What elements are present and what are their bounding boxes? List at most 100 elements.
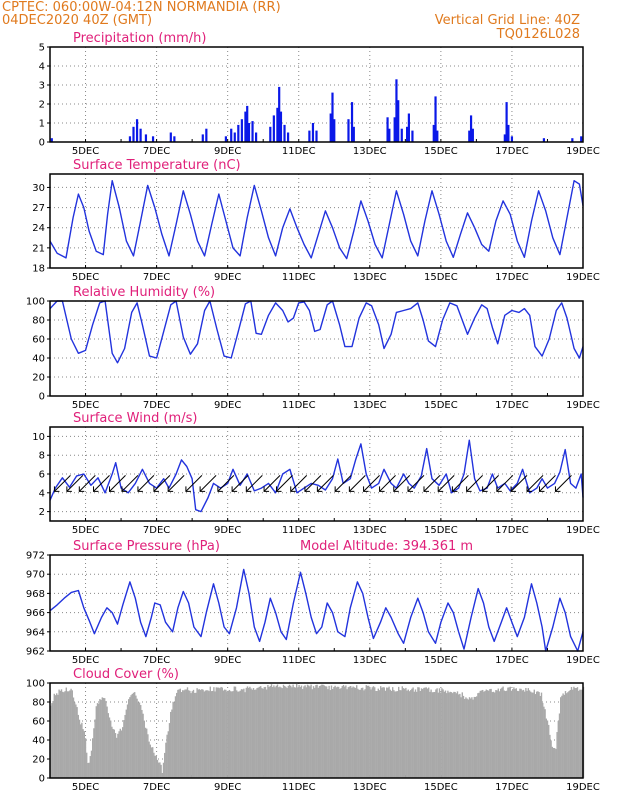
cloud-cover-bar: [226, 691, 228, 778]
precip-bar: [411, 130, 414, 142]
precip-bar: [276, 107, 279, 142]
cloud-cover-bar: [70, 688, 72, 778]
wind-arrow-shaft: [185, 475, 203, 492]
cloud-cover-bar: [299, 686, 301, 778]
precip-bar: [269, 126, 272, 142]
wind-arrow: [121, 475, 139, 492]
y-tick-label: 10: [32, 432, 45, 443]
cloud-cover-bar: [340, 688, 342, 778]
cloud-cover-bar: [146, 728, 148, 778]
wind-arrow-shaft: [276, 475, 293, 492]
panel-frame: [49, 426, 584, 522]
cloud-cover-bar: [550, 740, 552, 778]
precip-bar: [272, 115, 275, 142]
precip-bar: [169, 132, 172, 142]
cloud-cover-bar: [448, 692, 450, 778]
y-tick-label: 968: [26, 589, 45, 600]
cloud-cover-bar: [53, 693, 55, 778]
precip-bar: [350, 102, 354, 142]
wind-arrow-head: [199, 486, 206, 492]
cloud-cover-bar: [336, 686, 339, 778]
cloud-cover-bar: [437, 692, 439, 778]
x-tick-label: 7DEC: [143, 146, 170, 157]
cloud-cover-bar: [506, 690, 508, 778]
wind-arrow-head: [407, 486, 413, 492]
y-tick-label: 20: [32, 373, 45, 384]
wind-arrow-head: [93, 486, 99, 492]
wind-arrow-shaft: [54, 475, 71, 492]
precip-bar: [393, 117, 396, 142]
cloud-cover-bar: [485, 689, 487, 778]
precip-bar: [468, 130, 471, 142]
cloud-cover-bar: [537, 691, 539, 778]
cloud-cover-bar: [264, 686, 267, 778]
cloud-cover-bar: [104, 698, 106, 778]
wind-arrow-shaft: [167, 475, 185, 492]
cloud-cover-bar: [111, 726, 113, 778]
precip-bar: [279, 111, 283, 142]
cloud-cover-bar: [149, 744, 151, 778]
cloud-cover-bar: [552, 747, 555, 778]
cloud-cover-bar: [335, 687, 337, 778]
cloud-cover-bar: [467, 699, 469, 778]
cloud-cover-bar: [76, 707, 78, 778]
cloud-cover-bar: [63, 692, 65, 778]
wind-arrow-head: [231, 486, 238, 492]
wind-series-line: [49, 439, 584, 513]
cloud-cover-bar: [243, 688, 245, 778]
cloud-cover-bar: [189, 690, 191, 778]
wind-arrow: [290, 475, 308, 492]
cloud-cover-bar: [364, 689, 366, 778]
cloud-cover-bar: [184, 689, 186, 778]
cloud-cover-bar: [548, 724, 550, 778]
y-tick-label: 60: [32, 717, 45, 728]
y-tick-label: 30: [32, 183, 45, 194]
cloud-cover-bar: [472, 699, 474, 778]
cloud-cover-bar: [288, 684, 291, 778]
cloud-cover-bar: [304, 685, 306, 778]
cloud-cover-bar: [365, 685, 367, 778]
cloud-cover-bar: [177, 689, 179, 778]
x-tick-label: 15DEC: [424, 146, 458, 157]
cloud-cover-bar: [143, 720, 145, 778]
cloud-cover-bar: [216, 687, 219, 778]
cloud-cover-bar: [207, 690, 209, 778]
precip-bar: [244, 111, 247, 142]
cloud-cover-bar: [197, 689, 199, 778]
x-tick-label: 17DEC: [495, 655, 529, 666]
cloud-cover-bar: [248, 687, 250, 778]
cloud-cover-bar: [369, 686, 371, 778]
cloud-cover-bar: [429, 691, 431, 778]
cloud-cover-bar: [315, 685, 317, 778]
cloud-cover-bar: [518, 691, 520, 778]
cloud-cover-bar: [556, 732, 558, 778]
cloud-cover-bar: [494, 692, 496, 778]
cloud-cover-bar: [87, 762, 89, 778]
cloud-cover-bar: [442, 689, 444, 778]
wind-arrow-shaft: [526, 475, 544, 492]
cloud-cover-bar: [554, 748, 556, 778]
x-tick-label: 13DEC: [353, 272, 387, 283]
cloud-cover-bar: [356, 685, 358, 778]
cloud-cover-bar: [107, 713, 109, 778]
cloud-cover-bar: [290, 685, 292, 778]
cloud-cover-bar: [71, 690, 73, 778]
panel-rh: 0 20 40 60 80 100 5DEC 7DEC 9DEC 11DEC 13DEC 15DEC 1…: [26, 285, 600, 411]
wind-arrow-head: [304, 486, 310, 492]
cloud-cover-bar: [159, 762, 161, 778]
cloud-cover-bar: [528, 690, 531, 778]
cloud-cover-bar: [262, 688, 264, 778]
cloud-cover-bar: [378, 690, 381, 778]
cloud-cover-bar: [543, 706, 545, 778]
cloud-cover-bar: [334, 685, 336, 778]
cloud-cover-bar: [212, 690, 214, 778]
cloud-cover-bar: [466, 698, 468, 778]
cloud-cover-bar: [401, 686, 403, 778]
precip-bar: [329, 113, 332, 142]
cloud-cover-bar: [551, 746, 553, 778]
x-tick-label: 9DEC: [214, 525, 241, 536]
y-tick-label: 40: [32, 354, 45, 365]
wind-arrow-head: [451, 486, 458, 492]
x-tick-label: 11DEC: [282, 400, 316, 411]
wind-arrow-head: [121, 486, 127, 492]
